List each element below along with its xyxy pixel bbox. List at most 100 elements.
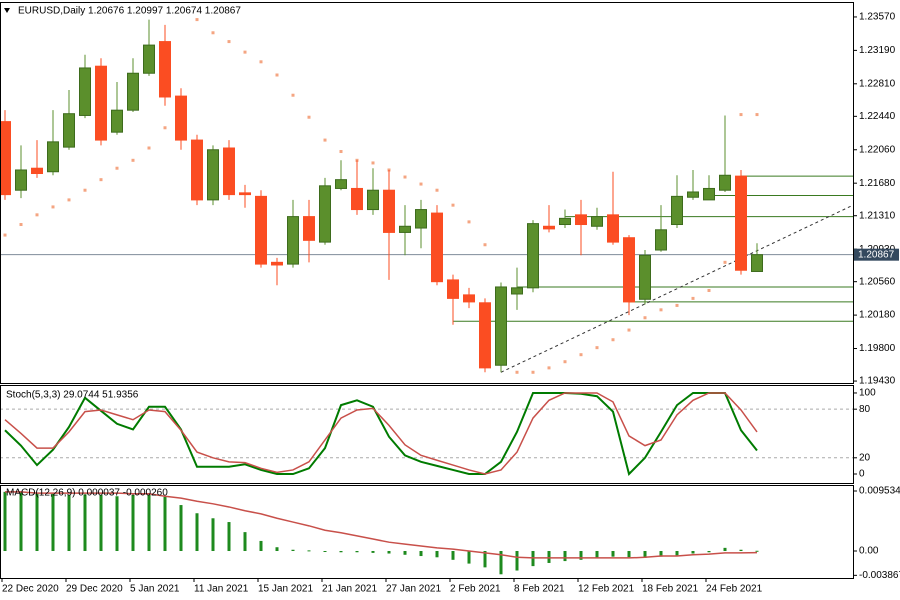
sar-dot bbox=[371, 161, 375, 165]
x-tick-label: 11 Jan 2021 bbox=[194, 584, 249, 595]
candle-body bbox=[431, 212, 443, 283]
stoch-title: Stoch(5,3,3) 29.0744 51.9356 bbox=[6, 390, 139, 401]
candle-body bbox=[719, 174, 731, 191]
sar-dot bbox=[83, 188, 87, 192]
sar-dot bbox=[515, 370, 519, 374]
candle-body bbox=[559, 217, 571, 226]
sar-dot bbox=[147, 146, 151, 150]
y-tick-label: 1.23190 bbox=[859, 45, 896, 56]
macd-bar bbox=[627, 551, 631, 558]
y-tick-label: 1.22810 bbox=[859, 78, 896, 89]
sar-dot bbox=[755, 113, 759, 117]
sar-dot bbox=[643, 316, 647, 320]
x-tick-label: 22 Dec 2020 bbox=[2, 584, 59, 595]
candle-body bbox=[591, 216, 603, 227]
y-tick-label: 0 bbox=[859, 469, 865, 480]
macd-bar bbox=[227, 522, 231, 552]
sar-dot bbox=[51, 205, 55, 209]
macd-bar bbox=[691, 551, 695, 554]
candle-body bbox=[207, 149, 219, 201]
sar-dot bbox=[115, 166, 119, 170]
candle-body bbox=[175, 95, 187, 141]
x-tick-label: 15 Jan 2021 bbox=[258, 584, 313, 595]
candle-body bbox=[527, 223, 539, 289]
candle-body bbox=[127, 72, 139, 111]
candle-body bbox=[287, 216, 299, 265]
candle-body bbox=[351, 187, 363, 211]
macd-bar bbox=[323, 551, 327, 553]
candle-body bbox=[639, 254, 651, 300]
macd-bar bbox=[195, 513, 199, 552]
macd-bar bbox=[723, 547, 727, 552]
macd-bar bbox=[339, 551, 343, 553]
candle-body bbox=[383, 189, 395, 233]
x-tick-label: 29 Dec 2020 bbox=[66, 584, 123, 595]
candle-body bbox=[143, 44, 155, 74]
trend-line bbox=[500, 204, 854, 373]
candle-body bbox=[15, 169, 27, 191]
macd-bar bbox=[467, 551, 471, 564]
macd-title: MACD(12,26,9) 0.000037 -0.000260 bbox=[6, 488, 168, 499]
sar-dot bbox=[451, 203, 455, 207]
y-tick-label: 1.20560 bbox=[859, 276, 896, 287]
x-tick-label: 8 Feb 2021 bbox=[514, 584, 565, 595]
x-tick-label: 2 Feb 2021 bbox=[450, 584, 501, 595]
macd-bar bbox=[595, 551, 599, 558]
stoch-panel-border bbox=[0, 385, 854, 484]
y-tick-label: 0.009534 bbox=[859, 486, 900, 497]
sar-dot bbox=[547, 366, 551, 370]
sar-dot bbox=[483, 243, 487, 247]
macd-bar bbox=[51, 493, 55, 552]
sar-dot bbox=[627, 328, 631, 332]
candle-body bbox=[239, 192, 251, 196]
x-tick-label: 12 Feb 2021 bbox=[578, 584, 635, 595]
macd-bar bbox=[435, 551, 439, 558]
macd-bar bbox=[147, 494, 151, 552]
macd-bar bbox=[579, 551, 583, 560]
current-price-tag bbox=[853, 248, 899, 261]
macd-bar bbox=[3, 491, 7, 552]
macd-bar bbox=[67, 494, 71, 552]
sar-dot bbox=[675, 303, 679, 307]
candle-body bbox=[751, 254, 763, 272]
sar-dot bbox=[307, 115, 311, 119]
candle-body bbox=[191, 139, 203, 201]
sar-dot bbox=[467, 220, 471, 224]
sar-dot bbox=[531, 370, 535, 374]
macd-bar bbox=[291, 549, 295, 552]
sar-dot bbox=[403, 175, 407, 179]
macd-bar bbox=[275, 547, 279, 552]
candle-body bbox=[735, 175, 747, 271]
sar-dot bbox=[659, 308, 663, 312]
candle-body bbox=[575, 214, 587, 226]
macd-bar bbox=[739, 549, 743, 552]
y-tick-label: 0.00 bbox=[859, 546, 879, 557]
sar-dot bbox=[435, 188, 439, 192]
macd-bar bbox=[83, 494, 87, 552]
macd-bar bbox=[371, 551, 375, 553]
y-tick-label: 1.19800 bbox=[859, 343, 896, 354]
panel-menu-icon[interactable] bbox=[4, 8, 10, 13]
sar-dot bbox=[99, 178, 103, 182]
y-tick-label: 80 bbox=[859, 404, 871, 415]
sar-dot bbox=[739, 113, 743, 117]
candle-body bbox=[159, 41, 171, 98]
candle-body bbox=[463, 294, 475, 303]
stoch-line bbox=[4, 392, 758, 475]
x-tick-label: 18 Feb 2021 bbox=[642, 584, 699, 595]
candle-body bbox=[79, 67, 91, 116]
candle-body bbox=[255, 195, 267, 265]
candle-body bbox=[447, 279, 459, 299]
macd-bar bbox=[547, 551, 551, 563]
sar-dot bbox=[3, 233, 7, 237]
x-tick-label: 27 Jan 2021 bbox=[386, 584, 441, 595]
candle-body bbox=[671, 195, 683, 226]
macd-bar bbox=[451, 551, 455, 560]
macd-bar bbox=[483, 551, 487, 568]
macd-bar bbox=[499, 551, 503, 575]
sar-dot bbox=[243, 50, 247, 54]
macd-bar bbox=[643, 551, 647, 558]
macd-bar bbox=[211, 518, 215, 552]
